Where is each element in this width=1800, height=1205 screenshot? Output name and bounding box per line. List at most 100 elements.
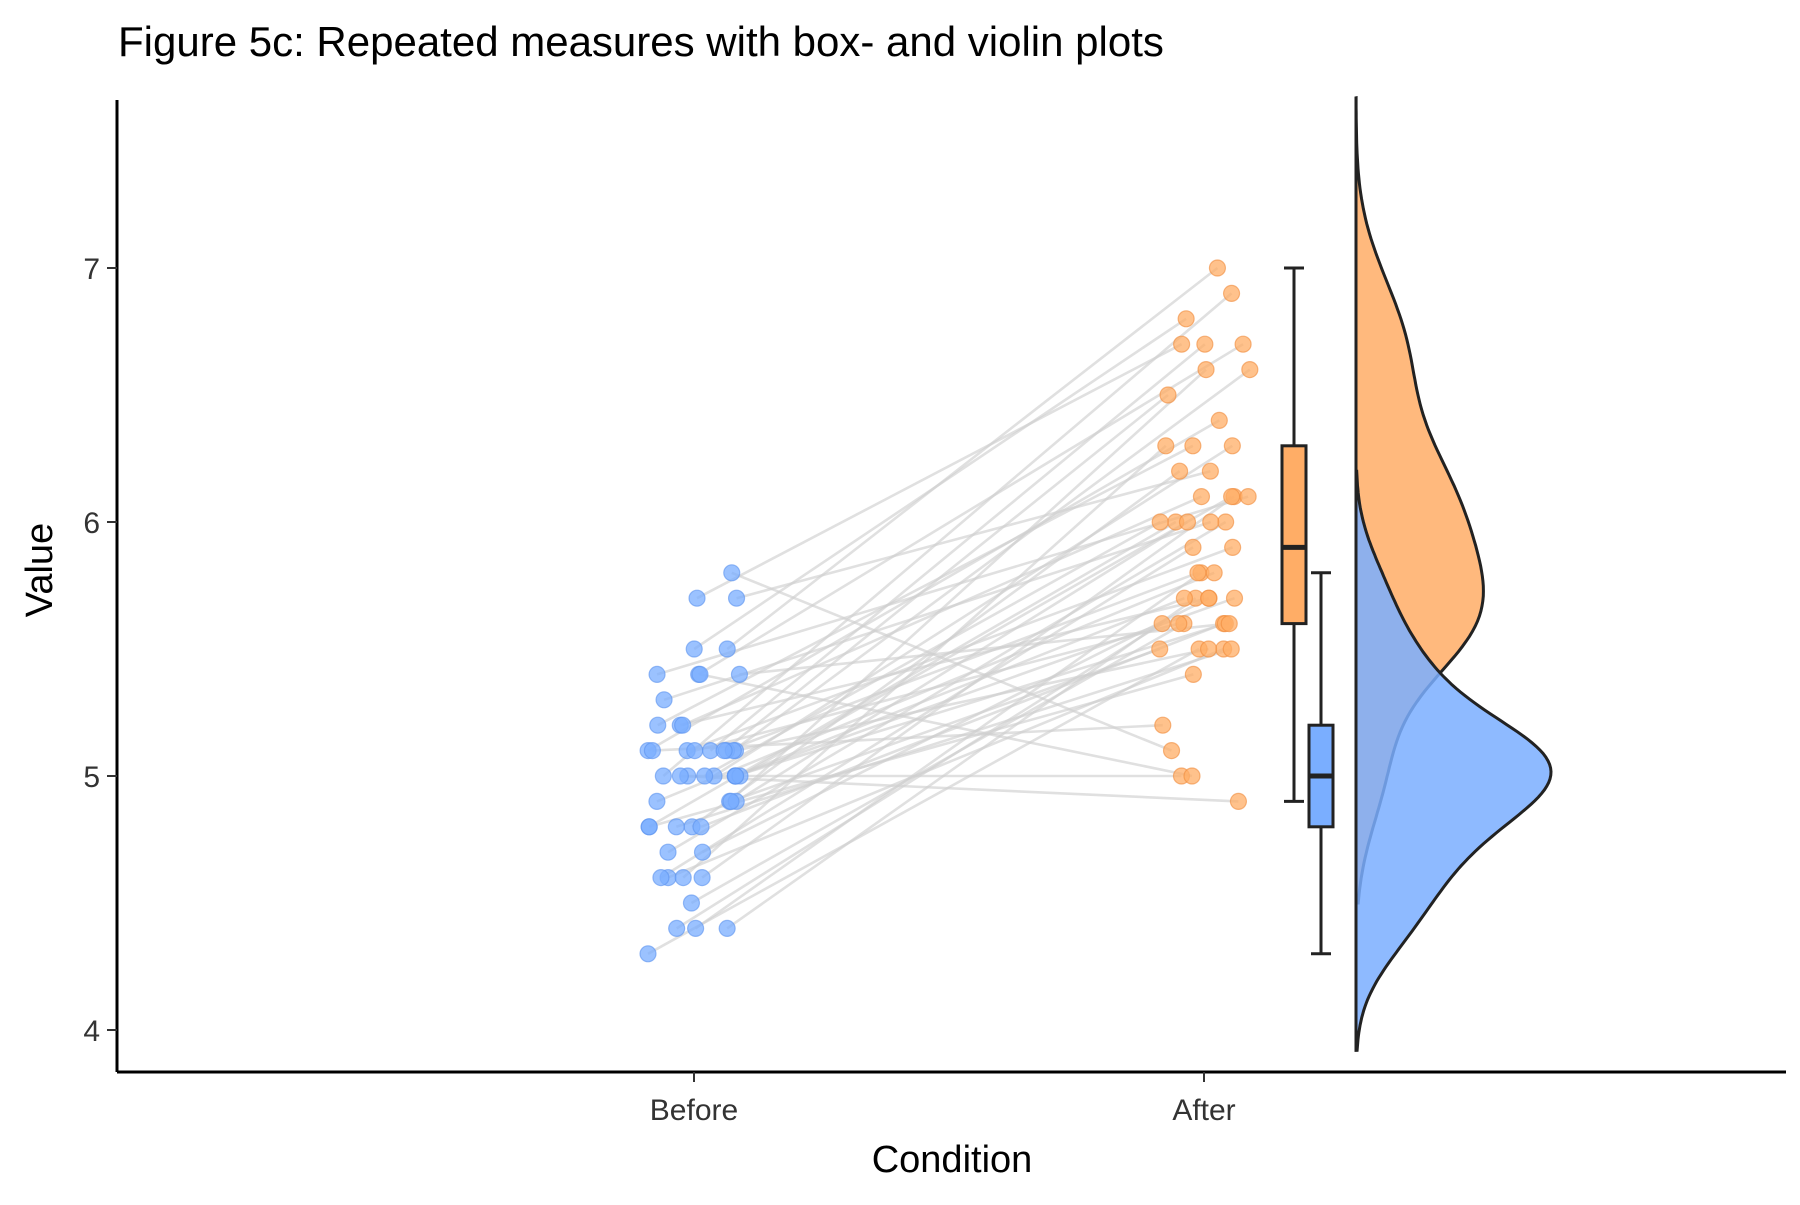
after-point	[1241, 361, 1259, 379]
paired-line	[735, 647, 1209, 752]
y-axis-label: Value	[19, 523, 61, 617]
before-point	[691, 665, 709, 684]
after-point	[1159, 386, 1177, 404]
after-point	[1151, 640, 1169, 658]
before-point	[696, 767, 714, 785]
y-tick-label: 5	[83, 761, 100, 794]
before-point	[718, 640, 736, 658]
paired-line	[701, 495, 1235, 879]
paired-line	[694, 622, 1180, 752]
after-point	[1202, 513, 1220, 531]
paired-line	[694, 571, 1202, 930]
before-point	[649, 716, 667, 734]
paired-line	[696, 343, 1183, 600]
before-point	[659, 843, 677, 861]
paired-line	[709, 343, 1206, 752]
before-point	[668, 919, 686, 938]
paired-line	[699, 673, 1193, 778]
paired-line	[675, 647, 1232, 829]
paired-line	[739, 622, 1230, 676]
paired-line	[726, 266, 1219, 651]
paired-line	[662, 292, 1233, 777]
before-point	[652, 868, 670, 887]
after-point	[1184, 437, 1202, 455]
before-point	[648, 665, 666, 684]
paired-line	[736, 469, 1211, 600]
before-point	[726, 767, 745, 785]
paired-line	[723, 393, 1169, 752]
after-point	[1222, 284, 1241, 302]
after-point	[1170, 614, 1188, 633]
before-point	[655, 691, 673, 709]
boxplot-box-after	[1280, 444, 1308, 626]
paired-line	[667, 520, 1227, 854]
after-point	[1220, 614, 1238, 633]
paired-line	[701, 597, 1210, 854]
after-point	[1210, 411, 1228, 429]
paired-line	[735, 596, 1235, 778]
paired-line	[713, 444, 1234, 778]
before-point	[686, 741, 704, 760]
after-point	[1217, 513, 1235, 531]
paired-line	[728, 368, 1207, 803]
after-point	[1154, 716, 1172, 734]
y-tick-label: 7	[83, 253, 100, 286]
paired-line	[732, 368, 1251, 752]
paired-line	[686, 546, 1234, 752]
paired-line	[734, 596, 1185, 778]
after-point	[1197, 361, 1215, 379]
before-point	[674, 868, 692, 887]
after-point	[1151, 513, 1169, 531]
before-point	[718, 919, 736, 938]
before-point	[715, 741, 733, 760]
after-point	[1175, 589, 1193, 607]
paired-line	[682, 495, 1202, 727]
x-axis-label: Condition	[872, 1139, 1033, 1181]
before-point	[648, 792, 666, 811]
before-point	[727, 589, 746, 607]
before-point	[667, 818, 685, 836]
before-point	[654, 767, 672, 785]
after-point	[1196, 335, 1214, 353]
violin-before	[1354, 469, 1553, 1052]
y-tick-label: 6	[83, 507, 100, 540]
before-point	[685, 640, 703, 658]
after-point	[1229, 792, 1248, 811]
after-point	[1183, 767, 1201, 785]
after-point	[1157, 437, 1175, 455]
after-point	[1225, 589, 1244, 607]
before-point	[693, 868, 711, 887]
paired-line	[680, 774, 1239, 803]
paired-line	[693, 317, 1187, 651]
before-point	[682, 894, 701, 912]
after-point	[1153, 614, 1171, 633]
paired-line	[726, 597, 1197, 930]
before-point	[692, 818, 710, 836]
x-tick-label: Before	[650, 1094, 738, 1127]
paired-line	[731, 571, 1173, 752]
paired-line	[657, 444, 1194, 727]
before-point	[723, 564, 741, 582]
before-point	[722, 792, 740, 811]
after-point	[1222, 640, 1240, 658]
after-point	[1171, 462, 1189, 480]
before-point	[671, 767, 689, 785]
paired-line	[656, 495, 1249, 676]
before-point	[643, 741, 662, 760]
after-point	[1162, 741, 1181, 760]
after-point	[1184, 665, 1202, 684]
after-point	[1192, 488, 1211, 506]
after-point	[1199, 640, 1218, 658]
after-point	[1224, 538, 1242, 557]
paired-line	[697, 343, 1244, 676]
after-point	[1223, 488, 1241, 506]
paired-line	[734, 622, 1226, 778]
paired-line	[667, 647, 1225, 879]
y-tick-label: 4	[83, 1015, 100, 1048]
after-point	[1189, 564, 1207, 582]
x-tick-label: After	[1172, 1094, 1235, 1127]
after-point	[1200, 589, 1218, 607]
after-point	[1173, 335, 1191, 353]
